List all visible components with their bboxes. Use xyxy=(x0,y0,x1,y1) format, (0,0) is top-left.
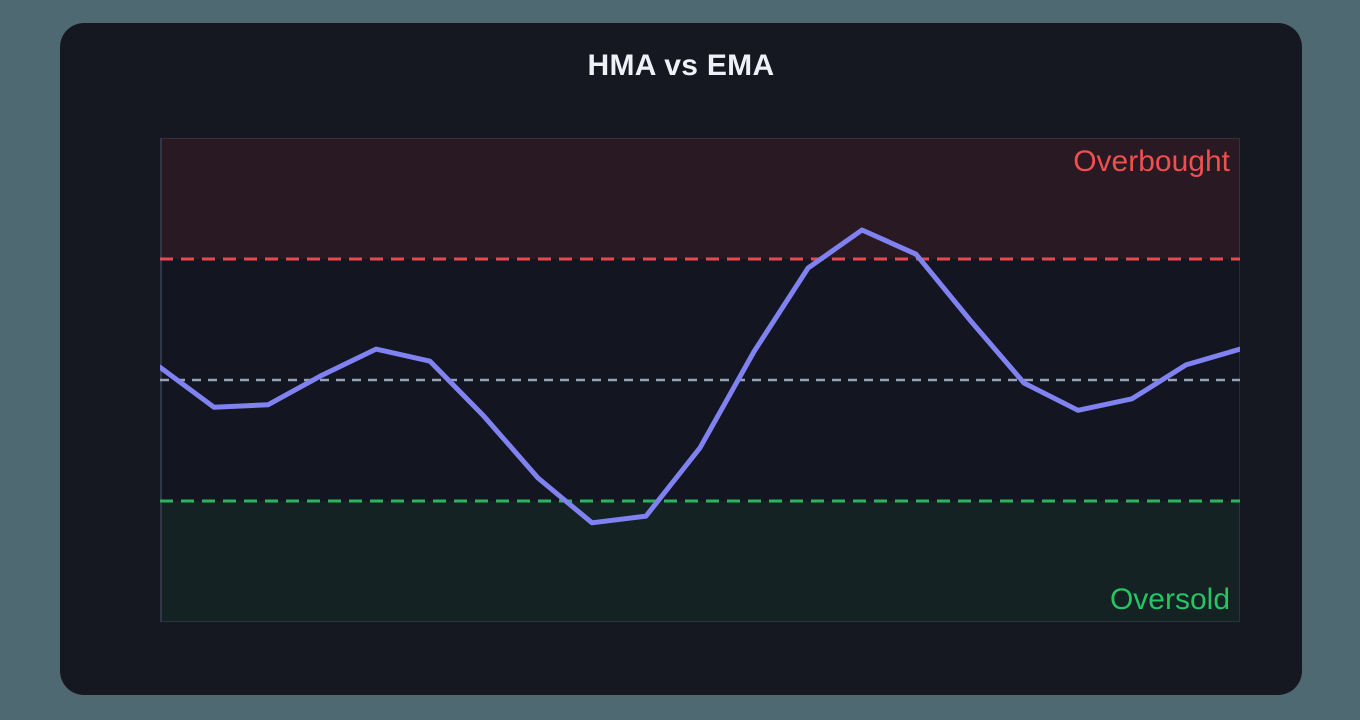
hma-line xyxy=(160,227,1240,526)
overbought-label: Overbought xyxy=(1073,145,1230,178)
oversold-label: Oversold xyxy=(1109,583,1230,616)
oversold-zone xyxy=(160,501,1240,622)
overbought-zone xyxy=(160,138,1240,259)
plot-area: Overbought Oversold xyxy=(160,138,1240,622)
chart-card: HMA vs EMA Overbought Oversold xyxy=(60,23,1302,695)
chart-canvas xyxy=(160,138,1240,622)
chart-title: HMA vs EMA xyxy=(587,49,775,82)
